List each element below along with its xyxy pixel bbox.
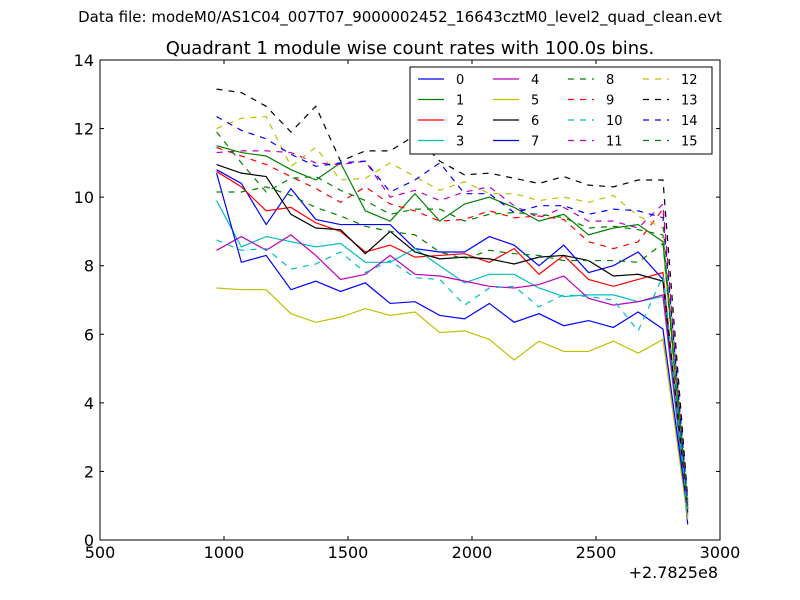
series-line-6 bbox=[216, 164, 689, 506]
series-line-0 bbox=[216, 169, 689, 525]
series-line-11 bbox=[216, 150, 689, 508]
legend-label-0: 0 bbox=[456, 73, 464, 88]
x-tick-label: 1000 bbox=[204, 543, 245, 562]
y-tick-label: 14 bbox=[74, 51, 94, 70]
legend-label-6: 6 bbox=[531, 114, 539, 129]
series-line-15 bbox=[216, 131, 689, 506]
data-file-suptitle: Data file: modeM0/AS1C04_007T07_90000024… bbox=[78, 8, 722, 26]
legend-label-9: 9 bbox=[606, 94, 614, 109]
legend-label-12: 12 bbox=[681, 73, 698, 88]
y-tick-label: 2 bbox=[84, 462, 94, 481]
series-line-10 bbox=[216, 239, 689, 513]
series-line-1 bbox=[216, 145, 689, 510]
series-line-2 bbox=[216, 170, 689, 513]
x-tick-label: 2500 bbox=[576, 543, 617, 562]
y-tick-label: 8 bbox=[84, 257, 94, 276]
x-tick-label: 500 bbox=[85, 543, 116, 562]
x-tick-label: 3000 bbox=[700, 543, 741, 562]
series-line-7 bbox=[215, 172, 689, 513]
plot-frame bbox=[99, 59, 721, 541]
series-line-8 bbox=[216, 186, 689, 517]
y-tick-label: 10 bbox=[74, 188, 94, 207]
legend-label-11: 11 bbox=[606, 135, 623, 150]
x-tick-label: 1500 bbox=[328, 543, 369, 562]
x-tick-label: 2000 bbox=[452, 543, 493, 562]
legend-label-15: 15 bbox=[681, 135, 698, 150]
x-offset-label: +2.7825e8 bbox=[629, 563, 718, 582]
legend-label-8: 8 bbox=[606, 73, 614, 88]
legend-label-1: 1 bbox=[456, 94, 464, 109]
y-tick-label: 4 bbox=[84, 394, 94, 413]
y-tick-label: 12 bbox=[74, 120, 94, 139]
legend-label-2: 2 bbox=[456, 114, 464, 129]
y-tick-label: 6 bbox=[84, 325, 94, 344]
legend-label-3: 3 bbox=[456, 135, 464, 150]
legend-label-5: 5 bbox=[531, 94, 539, 109]
y-tick-label: 0 bbox=[84, 531, 94, 550]
legend-label-7: 7 bbox=[531, 135, 539, 150]
chart-title: Quadrant 1 module wise count rates with … bbox=[166, 38, 655, 59]
legend-box bbox=[409, 66, 713, 155]
series-line-13 bbox=[216, 88, 689, 499]
series-line-12 bbox=[216, 115, 689, 503]
legend-label-4: 4 bbox=[531, 73, 539, 88]
legend-label-13: 13 bbox=[681, 94, 698, 109]
legend-label-14: 14 bbox=[681, 114, 698, 129]
series-line-3 bbox=[216, 200, 689, 517]
legend-label-10: 10 bbox=[606, 114, 623, 129]
series-line-4 bbox=[216, 234, 689, 510]
series-line-5 bbox=[216, 287, 689, 520]
series-line-14 bbox=[216, 116, 689, 503]
